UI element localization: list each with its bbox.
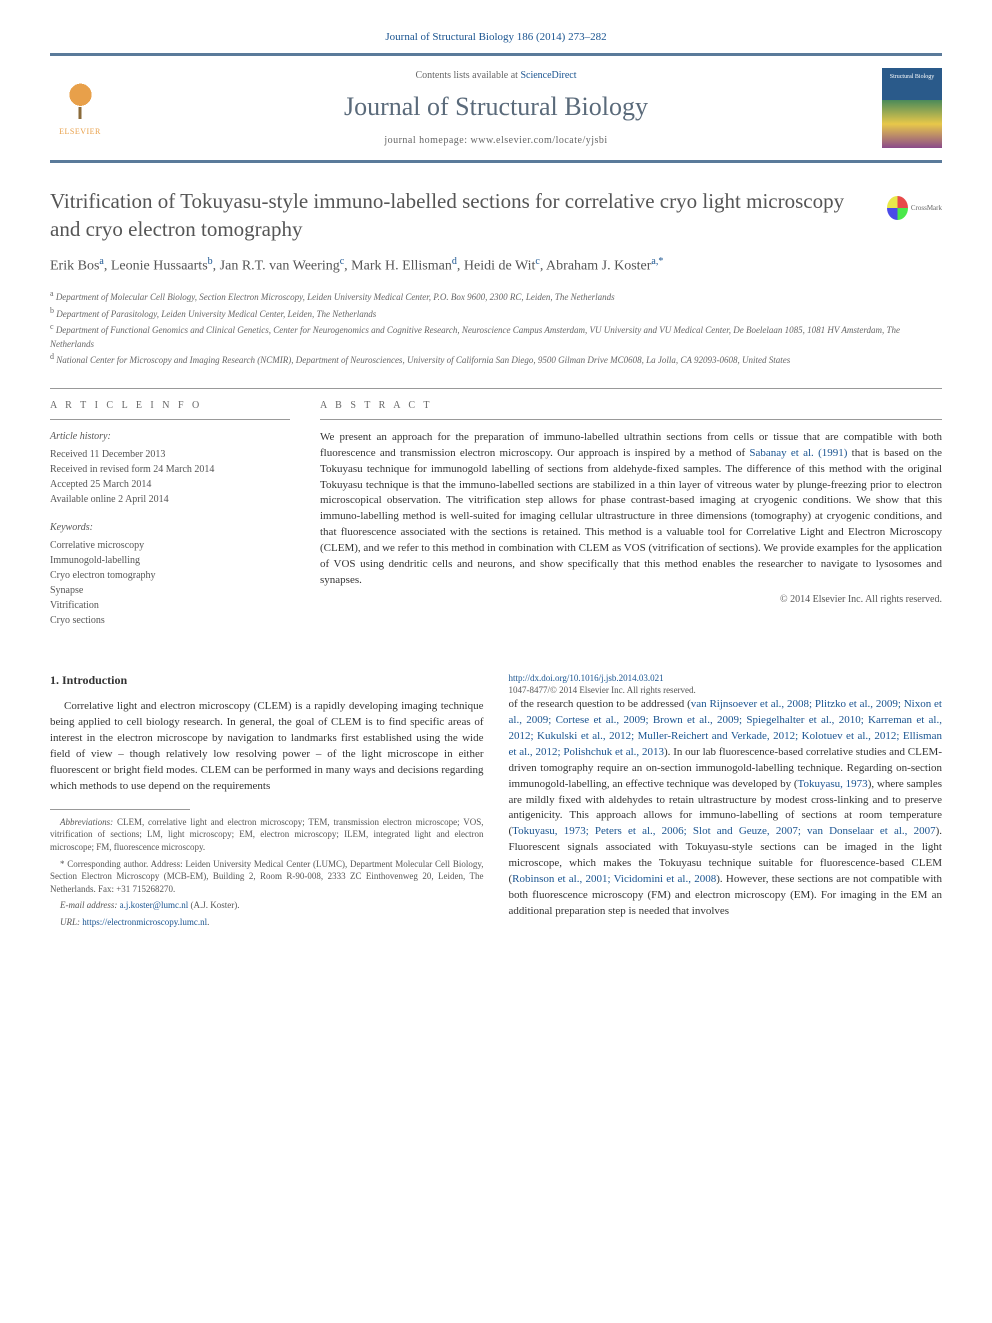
doi-link[interactable]: http://dx.doi.org/10.1016/j.jsb.2014.03.…: [509, 673, 664, 683]
contents-prefix: Contents lists available at: [415, 70, 520, 81]
abbrev-label: Abbreviations:: [60, 817, 113, 827]
refs-block-2[interactable]: Tokuyasu, 1973; Peters et al., 2006; Slo…: [512, 825, 935, 837]
crossmark-icon: [887, 196, 908, 220]
author-list: Erik Bosa, Leonie Hussaartsb, Jan R.T. v…: [50, 255, 942, 276]
keyword-line: Cryo electron tomography: [50, 568, 290, 583]
keyword-line: Vitrification: [50, 598, 290, 613]
keyword-line: Immunogold-labelling: [50, 553, 290, 568]
title-text: Vitrification of Tokuyasu-style immuno-l…: [50, 189, 844, 240]
homepage-url: www.elsevier.com/locate/yjsbi: [471, 135, 608, 146]
crossmark-text: CrossMark: [911, 204, 942, 213]
history-block: Received 11 December 2013Received in rev…: [50, 447, 290, 507]
keywords-label: Keywords:: [50, 521, 290, 535]
affiliations: a Department of Molecular Cell Biology, …: [50, 288, 942, 368]
keyword-line: Correlative microscopy: [50, 538, 290, 553]
article-title: Vitrification of Tokuyasu-style immuno-l…: [50, 188, 942, 243]
email-label: E-mail address:: [60, 900, 120, 910]
para1-pre: Correlative light and electron microscop…: [50, 700, 484, 792]
affiliation-line: a Department of Molecular Cell Biology, …: [50, 288, 942, 305]
abbrev-text: CLEM, correlative light and electron mic…: [50, 817, 484, 852]
abstract-ref-sabanay[interactable]: Sabanay et al. (1991): [749, 447, 847, 459]
affiliation-line: c Department of Functional Genomics and …: [50, 321, 942, 351]
corresponding-footnote: * Corresponding author. Address: Leiden …: [50, 858, 484, 896]
history-label: Article history:: [50, 430, 290, 444]
keyword-line: Cryo sections: [50, 613, 290, 628]
header-center: Contents lists available at ScienceDirec…: [110, 69, 882, 147]
article-info: A R T I C L E I N F O Article history: R…: [50, 389, 290, 642]
abstract-post: that is based on the Tokuyasu technique …: [320, 447, 942, 587]
history-line: Received 11 December 2013: [50, 447, 290, 462]
elsevier-text: ELSEVIER: [59, 126, 101, 137]
email-footnote: E-mail address: a.j.koster@lumc.nl (A.J.…: [50, 899, 484, 912]
sciencedirect-link[interactable]: ScienceDirect: [520, 70, 576, 81]
footnotes: Abbreviations: CLEM, correlative light a…: [50, 816, 484, 929]
email-suffix: (A.J. Koster).: [188, 900, 239, 910]
journal-header: ELSEVIER Contents lists available at Sci…: [50, 53, 942, 163]
abstract-copyright: © 2014 Elsevier Inc. All rights reserved…: [320, 593, 942, 607]
corr-label: * Corresponding author.: [60, 859, 148, 869]
homepage-prefix: journal homepage:: [384, 135, 470, 146]
elsevier-tree-icon: [58, 79, 103, 124]
abstract: A B S T R A C T We present an approach f…: [320, 389, 942, 642]
history-line: Available online 2 April 2014: [50, 492, 290, 507]
abbrev-footnote: Abbreviations: CLEM, correlative light a…: [50, 816, 484, 854]
ref-tokuyasu-1[interactable]: Tokuyasu, 1973: [798, 778, 868, 790]
doi-block: http://dx.doi.org/10.1016/j.jsb.2014.03.…: [509, 672, 943, 697]
keywords-block: Correlative microscopyImmunogold-labelli…: [50, 538, 290, 628]
abstract-heading: A B S T R A C T: [320, 389, 942, 420]
refs-block-3[interactable]: Robinson et al., 2001; Vicidomini et al.…: [512, 873, 716, 885]
issn-copyright: 1047-8477/© 2014 Elsevier Inc. All right…: [509, 685, 696, 695]
journal-cover-thumbnail: [882, 68, 942, 148]
crossmark-badge[interactable]: CrossMark: [887, 193, 942, 223]
para1-col2-pre: of the research question to be addressed…: [509, 698, 691, 710]
email-link[interactable]: a.j.koster@lumc.nl: [120, 900, 189, 910]
history-line: Accepted 25 March 2014: [50, 477, 290, 492]
journal-name: Journal of Structural Biology: [110, 89, 882, 125]
affiliation-line: b Department of Parasitology, Leiden Uni…: [50, 305, 942, 322]
homepage-line: journal homepage: www.elsevier.com/locat…: [110, 134, 882, 148]
body-text: 1. Introduction Correlative light and el…: [50, 672, 942, 930]
url-label: URL:: [60, 917, 82, 927]
abstract-text: We present an approach for the preparati…: [320, 430, 942, 589]
url-footnote: URL: https://electronmicroscopy.lumc.nl.: [50, 916, 484, 929]
citation-line: Journal of Structural Biology 186 (2014)…: [50, 30, 942, 45]
keyword-line: Synapse: [50, 583, 290, 598]
intro-paragraph: Correlative light and electron microscop…: [50, 699, 484, 795]
elsevier-logo: ELSEVIER: [50, 73, 110, 143]
intro-paragraph-col2: of the research question to be addressed…: [509, 697, 943, 920]
history-line: Received in revised form 24 March 2014: [50, 462, 290, 477]
info-abstract-row: A R T I C L E I N F O Article history: R…: [50, 388, 942, 642]
article-info-heading: A R T I C L E I N F O: [50, 389, 290, 420]
affiliation-line: d National Center for Microscopy and Ima…: [50, 351, 942, 368]
footnote-separator: [50, 809, 190, 810]
contents-line: Contents lists available at ScienceDirec…: [110, 69, 882, 83]
lab-url-link[interactable]: https://electronmicroscopy.lumc.nl: [82, 917, 207, 927]
section-1-heading: 1. Introduction: [50, 672, 484, 689]
